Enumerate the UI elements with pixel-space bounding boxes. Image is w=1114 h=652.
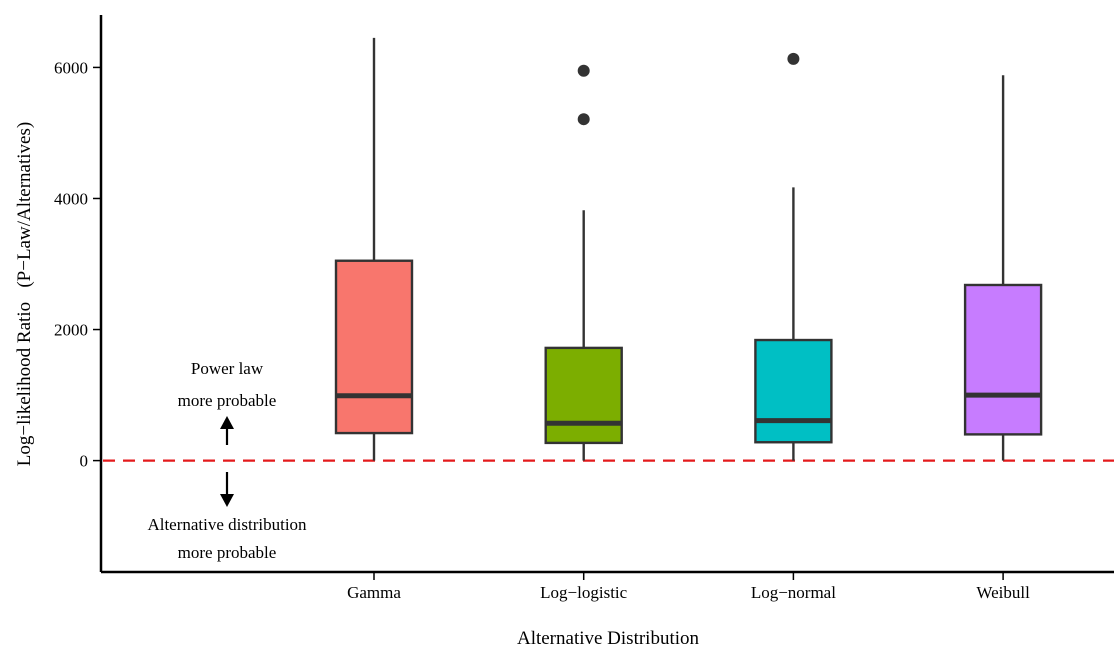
- x-axis-title: Alternative Distribution: [517, 628, 700, 649]
- annotation-power-law-more-probable: more probable: [178, 391, 277, 410]
- x-tick-label: Weibull: [976, 583, 1030, 602]
- y-axis-title: Log−likelihood Ratio (P−Law/Alternatives…: [14, 122, 35, 466]
- axes: [99, 15, 1114, 574]
- iqr-box: [334, 259, 414, 435]
- box-0: [334, 37, 414, 461]
- annotation-power-law: Power law: [191, 359, 264, 378]
- x-tick-label: Log−normal: [751, 583, 836, 602]
- y-tick-label: 0: [80, 452, 89, 471]
- down-arrow-icon: [220, 472, 234, 507]
- x-tick-label: Gamma: [347, 583, 401, 602]
- outlier-point: [577, 64, 590, 77]
- iqr-box: [963, 283, 1043, 436]
- annotation-alternative-more-probable: more probable: [178, 543, 277, 562]
- outlier-point: [787, 52, 800, 65]
- y-tick-label: 6000: [54, 58, 88, 77]
- up-arrow-icon: [220, 416, 234, 445]
- boxes: [334, 37, 1043, 461]
- x-tick-label: Log−logistic: [540, 583, 627, 602]
- box-2: [754, 52, 833, 461]
- iqr-box: [544, 346, 623, 445]
- y-ticks: 0 2000 4000 6000: [54, 58, 101, 471]
- y-tick-label: 2000: [54, 321, 88, 340]
- outlier-point: [577, 113, 590, 126]
- annotation-alternative-distribution: Alternative distribution: [147, 515, 307, 534]
- box-3: [963, 75, 1043, 461]
- box-1: [544, 64, 623, 461]
- annotations: Power law more probable Alternative dist…: [147, 359, 307, 562]
- iqr-box: [754, 338, 833, 444]
- x-ticks: Gamma Log−logistic Log−normal Weibull: [347, 572, 1030, 602]
- y-tick-label: 4000: [54, 189, 88, 208]
